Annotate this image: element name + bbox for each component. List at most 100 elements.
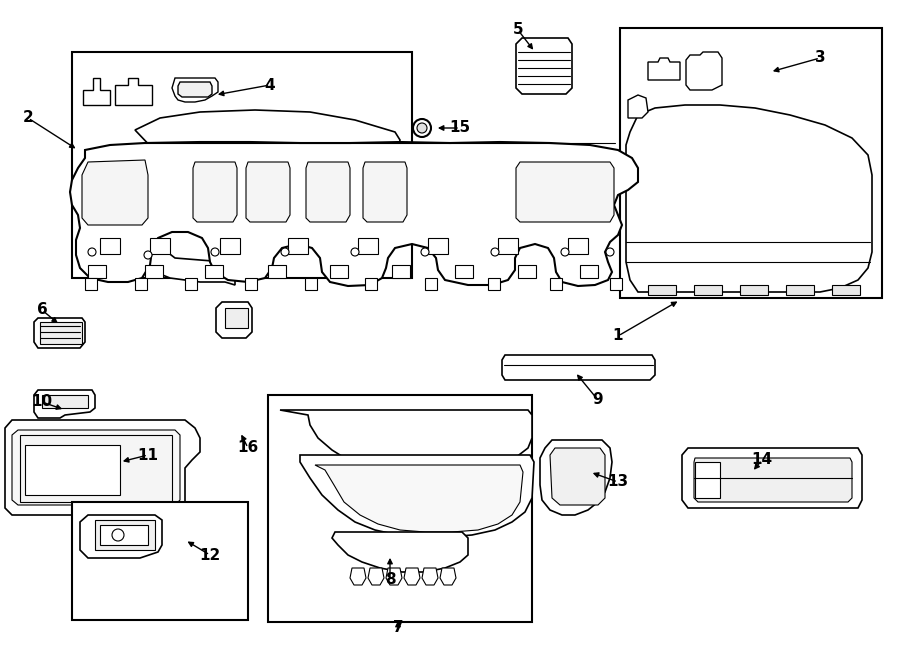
Polygon shape: [422, 568, 438, 585]
Polygon shape: [100, 525, 148, 545]
Circle shape: [281, 248, 289, 256]
Polygon shape: [648, 285, 676, 295]
Polygon shape: [40, 322, 82, 344]
Polygon shape: [386, 568, 402, 585]
Polygon shape: [135, 278, 147, 290]
Polygon shape: [626, 105, 872, 292]
Polygon shape: [682, 448, 862, 508]
Polygon shape: [365, 278, 377, 290]
Polygon shape: [150, 238, 170, 254]
Polygon shape: [694, 458, 852, 502]
Polygon shape: [132, 110, 400, 285]
Polygon shape: [178, 82, 212, 97]
Polygon shape: [610, 278, 622, 290]
Text: 6: 6: [37, 303, 48, 317]
Polygon shape: [225, 308, 248, 328]
Polygon shape: [428, 238, 448, 254]
Polygon shape: [550, 448, 605, 505]
Text: 13: 13: [608, 475, 628, 490]
Polygon shape: [300, 455, 534, 537]
Text: 1: 1: [613, 329, 623, 344]
Polygon shape: [404, 568, 420, 585]
Polygon shape: [580, 265, 598, 278]
Text: 2: 2: [22, 110, 33, 126]
Polygon shape: [280, 410, 532, 472]
Polygon shape: [332, 532, 468, 572]
Polygon shape: [786, 285, 814, 295]
Text: 9: 9: [593, 393, 603, 407]
Polygon shape: [425, 278, 437, 290]
Polygon shape: [115, 78, 152, 105]
Text: 15: 15: [449, 120, 471, 136]
Polygon shape: [315, 465, 523, 532]
Polygon shape: [686, 52, 722, 90]
Bar: [268, 395, 532, 622]
Text: 12: 12: [200, 547, 220, 563]
Text: 4: 4: [265, 77, 275, 93]
Polygon shape: [145, 265, 163, 278]
Polygon shape: [363, 162, 407, 222]
Circle shape: [88, 248, 96, 256]
Polygon shape: [330, 265, 348, 278]
Circle shape: [144, 251, 152, 259]
Polygon shape: [568, 238, 588, 254]
Polygon shape: [172, 78, 218, 102]
Circle shape: [112, 529, 124, 541]
Text: 3: 3: [814, 50, 825, 65]
Polygon shape: [832, 285, 860, 295]
Circle shape: [421, 248, 429, 256]
Polygon shape: [220, 238, 240, 254]
Polygon shape: [694, 285, 722, 295]
Polygon shape: [246, 162, 290, 222]
Polygon shape: [628, 95, 648, 118]
Polygon shape: [88, 265, 106, 278]
Circle shape: [413, 119, 431, 137]
Polygon shape: [34, 390, 95, 418]
Polygon shape: [516, 162, 614, 222]
Polygon shape: [34, 318, 85, 348]
Circle shape: [351, 248, 359, 256]
Polygon shape: [368, 568, 384, 585]
Polygon shape: [5, 420, 200, 515]
Polygon shape: [25, 445, 120, 495]
Polygon shape: [95, 520, 155, 550]
Bar: [72, 502, 248, 620]
Text: 14: 14: [752, 453, 772, 467]
Polygon shape: [205, 265, 223, 278]
Polygon shape: [216, 302, 252, 338]
Polygon shape: [80, 515, 162, 558]
Polygon shape: [695, 462, 720, 498]
Text: 8: 8: [384, 572, 395, 588]
Polygon shape: [440, 568, 456, 585]
Circle shape: [561, 248, 569, 256]
Text: 16: 16: [238, 440, 258, 455]
Polygon shape: [350, 568, 366, 585]
Text: 7: 7: [392, 621, 403, 635]
Polygon shape: [550, 278, 562, 290]
Polygon shape: [268, 265, 286, 278]
Text: 5: 5: [513, 22, 523, 38]
Polygon shape: [516, 38, 572, 94]
Circle shape: [606, 248, 614, 256]
Polygon shape: [70, 142, 638, 286]
Polygon shape: [82, 160, 148, 225]
Circle shape: [211, 248, 219, 256]
Bar: [72, 52, 412, 278]
Polygon shape: [518, 265, 536, 278]
Text: 10: 10: [32, 395, 52, 410]
Circle shape: [417, 123, 427, 133]
Polygon shape: [306, 162, 350, 222]
Polygon shape: [83, 78, 110, 105]
Polygon shape: [488, 278, 500, 290]
Polygon shape: [185, 278, 197, 290]
Polygon shape: [193, 162, 237, 222]
Polygon shape: [540, 440, 612, 515]
Polygon shape: [288, 238, 308, 254]
Polygon shape: [502, 355, 655, 380]
Polygon shape: [455, 265, 473, 278]
Polygon shape: [42, 395, 88, 408]
Polygon shape: [12, 430, 180, 505]
Polygon shape: [100, 238, 120, 254]
Polygon shape: [85, 278, 97, 290]
Polygon shape: [740, 285, 768, 295]
